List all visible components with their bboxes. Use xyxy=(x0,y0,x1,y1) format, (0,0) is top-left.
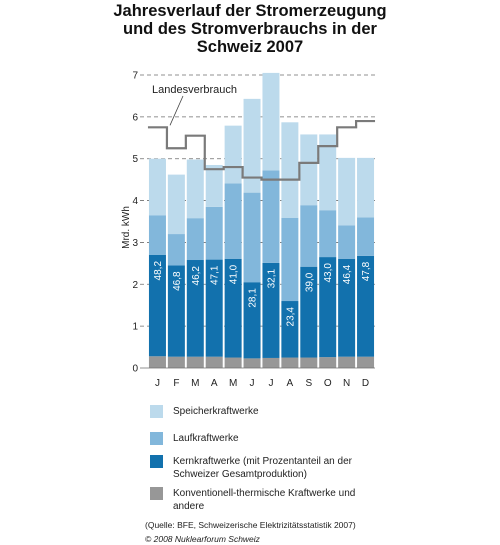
bar-segment-3-F-1 xyxy=(167,174,185,235)
x-tick-label-7: A xyxy=(287,378,294,389)
chart-title-line-2: und des Stromverbrauchs in der xyxy=(123,20,377,38)
legend-label-laufkraftwerke: Laufkraftwerke xyxy=(173,433,239,444)
y-tick-label-2: 2 xyxy=(132,280,138,291)
y-axis-label: Mrd. kWh xyxy=(121,206,132,249)
bar-segment-2-M-2 xyxy=(186,218,204,261)
bar-segment-2-J-0 xyxy=(148,215,166,255)
y-tick-label-4: 4 xyxy=(132,196,138,207)
legend-swatch-laufkraftwerke xyxy=(150,432,163,445)
bar-segment-2-N-10 xyxy=(338,225,356,259)
x-tick-label-8: S xyxy=(305,378,312,389)
x-tick-label-1: F xyxy=(173,378,179,389)
bar-segment-1-J-6 xyxy=(262,262,280,358)
nuclear-share-label-0: 48,2 xyxy=(153,261,164,281)
nuclear-share-label-4: 41,0 xyxy=(229,264,240,284)
legend-swatch-kernkraftwerke xyxy=(150,455,163,468)
x-tick-label-2: M xyxy=(191,378,199,389)
bar-segment-3-O-9 xyxy=(319,134,337,211)
x-tick-label-3: A xyxy=(211,378,218,389)
nuclear-share-label-7: 23,4 xyxy=(285,307,296,327)
bar-segment-3-A-7 xyxy=(281,122,299,218)
bar-segment-2-S-8 xyxy=(300,205,318,267)
bar-segment-2-M-4 xyxy=(224,183,242,259)
bar-segment-1-M-4 xyxy=(224,258,242,358)
bar-segment-0-A-3 xyxy=(205,356,223,368)
bar-segment-3-M-2 xyxy=(186,159,204,219)
bar-segment-3-J-6 xyxy=(262,72,280,171)
bar-segment-0-S-8 xyxy=(300,357,318,368)
nuclear-share-label-10: 46,4 xyxy=(342,264,353,284)
bar-segment-0-M-4 xyxy=(224,357,242,368)
bar-segment-1-S-8 xyxy=(300,266,318,358)
bar-segment-2-F-1 xyxy=(167,234,185,266)
y-tick-label-5: 5 xyxy=(132,154,138,165)
y-tick-label-1: 1 xyxy=(132,322,138,333)
bar-segment-0-D-11 xyxy=(357,356,375,368)
chart-title: Jahresverlauf der Stromerzeugung und des… xyxy=(0,2,500,56)
bar-segment-3-M-4 xyxy=(224,125,242,184)
x-tick-label-11: D xyxy=(362,378,369,389)
x-tick-label-4: M xyxy=(229,378,237,389)
bar-segment-0-F-1 xyxy=(167,356,185,368)
x-tick-label-9: O xyxy=(324,378,332,389)
x-tick-label-5: J xyxy=(250,378,255,389)
line-series-label: Landesverbrauch xyxy=(152,84,237,96)
bar-segment-2-A-7 xyxy=(281,217,299,302)
bar-segment-3-J-5 xyxy=(243,98,261,193)
bar-segment-0-O-9 xyxy=(319,357,337,368)
bar-segment-2-D-11 xyxy=(357,217,375,256)
bar-segment-1-F-1 xyxy=(167,265,185,357)
bar-segment-2-J-6 xyxy=(262,170,280,263)
bar-segment-1-N-10 xyxy=(338,258,356,357)
bar-segment-1-M-2 xyxy=(186,260,204,357)
bar-segment-1-J-0 xyxy=(148,254,166,357)
bar-segment-1-J-5 xyxy=(243,282,261,359)
y-tick-label-6: 6 xyxy=(132,112,138,123)
source-note: (Quelle: BFE, Schweizerische Elektrizitä… xyxy=(145,520,356,530)
bar-segment-0-J-6 xyxy=(262,357,280,368)
line-series-leader xyxy=(169,95,184,126)
nuclear-share-label-1: 46,8 xyxy=(172,271,183,291)
x-tick-label-6: J xyxy=(268,378,273,389)
legend-label-kernkraftwerke: Kernkraftwerke (mit Prozentanteil an der… xyxy=(173,456,352,480)
bar-segment-0-M-2 xyxy=(186,356,204,368)
bar-segment-2-J-5 xyxy=(243,192,261,283)
nuclear-share-label-6: 32,1 xyxy=(266,269,277,289)
bar-segment-2-O-9 xyxy=(319,210,337,258)
bar-segment-0-J-0 xyxy=(148,356,166,368)
stacked-bar-chart: 0 1 2 3 4 5 6 7 48,2 J 46,8 F 46,2 M 47,1 A 41,0 M 28,1 J 32… xyxy=(121,71,376,389)
x-tick-label-0: J xyxy=(155,378,160,389)
legend-swatch-speicherkraftwerke xyxy=(150,405,163,418)
chart-title-line-1: Jahresverlauf der Stromerzeugung xyxy=(113,2,387,20)
bar-segment-3-N-10 xyxy=(338,157,356,226)
chart-title-line-3: Schweiz 2007 xyxy=(196,38,304,56)
nuclear-share-label-9: 43,0 xyxy=(323,263,334,283)
x-tick-label-10: N xyxy=(343,378,350,389)
copyright-note: © 2008 Nuklearforum Schweiz xyxy=(145,534,260,544)
bar-segment-1-D-11 xyxy=(357,255,375,357)
bar-segment-2-A-3 xyxy=(205,206,223,260)
bar-segment-3-J-0 xyxy=(148,158,166,216)
y-tick-label-3: 3 xyxy=(132,238,138,249)
y-tick-label-0: 0 xyxy=(132,364,138,375)
nuclear-share-label-8: 39,0 xyxy=(304,272,315,292)
bar-segment-1-O-9 xyxy=(319,257,337,358)
nuclear-share-label-5: 28,1 xyxy=(248,288,259,308)
line-series-landesverbrauch xyxy=(147,119,376,181)
bar-segment-1-A-7 xyxy=(281,301,299,358)
bar-segment-1-A-3 xyxy=(205,259,223,357)
nuclear-share-label-3: 47,1 xyxy=(210,265,221,285)
bar-segment-3-A-3 xyxy=(205,164,223,207)
legend-label-konventionell: Konventionell-thermische Kraftwerke und … xyxy=(173,488,356,512)
bar-segment-3-D-11 xyxy=(357,157,375,218)
bar-segment-0-N-10 xyxy=(338,356,356,368)
bar-segment-0-J-5 xyxy=(243,358,261,368)
bar-segment-0-A-7 xyxy=(281,357,299,368)
y-tick-label-7: 7 xyxy=(132,71,138,82)
nuclear-share-label-2: 46,2 xyxy=(191,266,202,286)
legend-swatch-konventionell xyxy=(150,487,163,500)
nuclear-share-label-11: 47,8 xyxy=(361,261,372,281)
legend-label-speicherkraftwerke: Speicherkraftwerke xyxy=(173,406,259,417)
bar-segment-3-S-8 xyxy=(300,134,318,206)
